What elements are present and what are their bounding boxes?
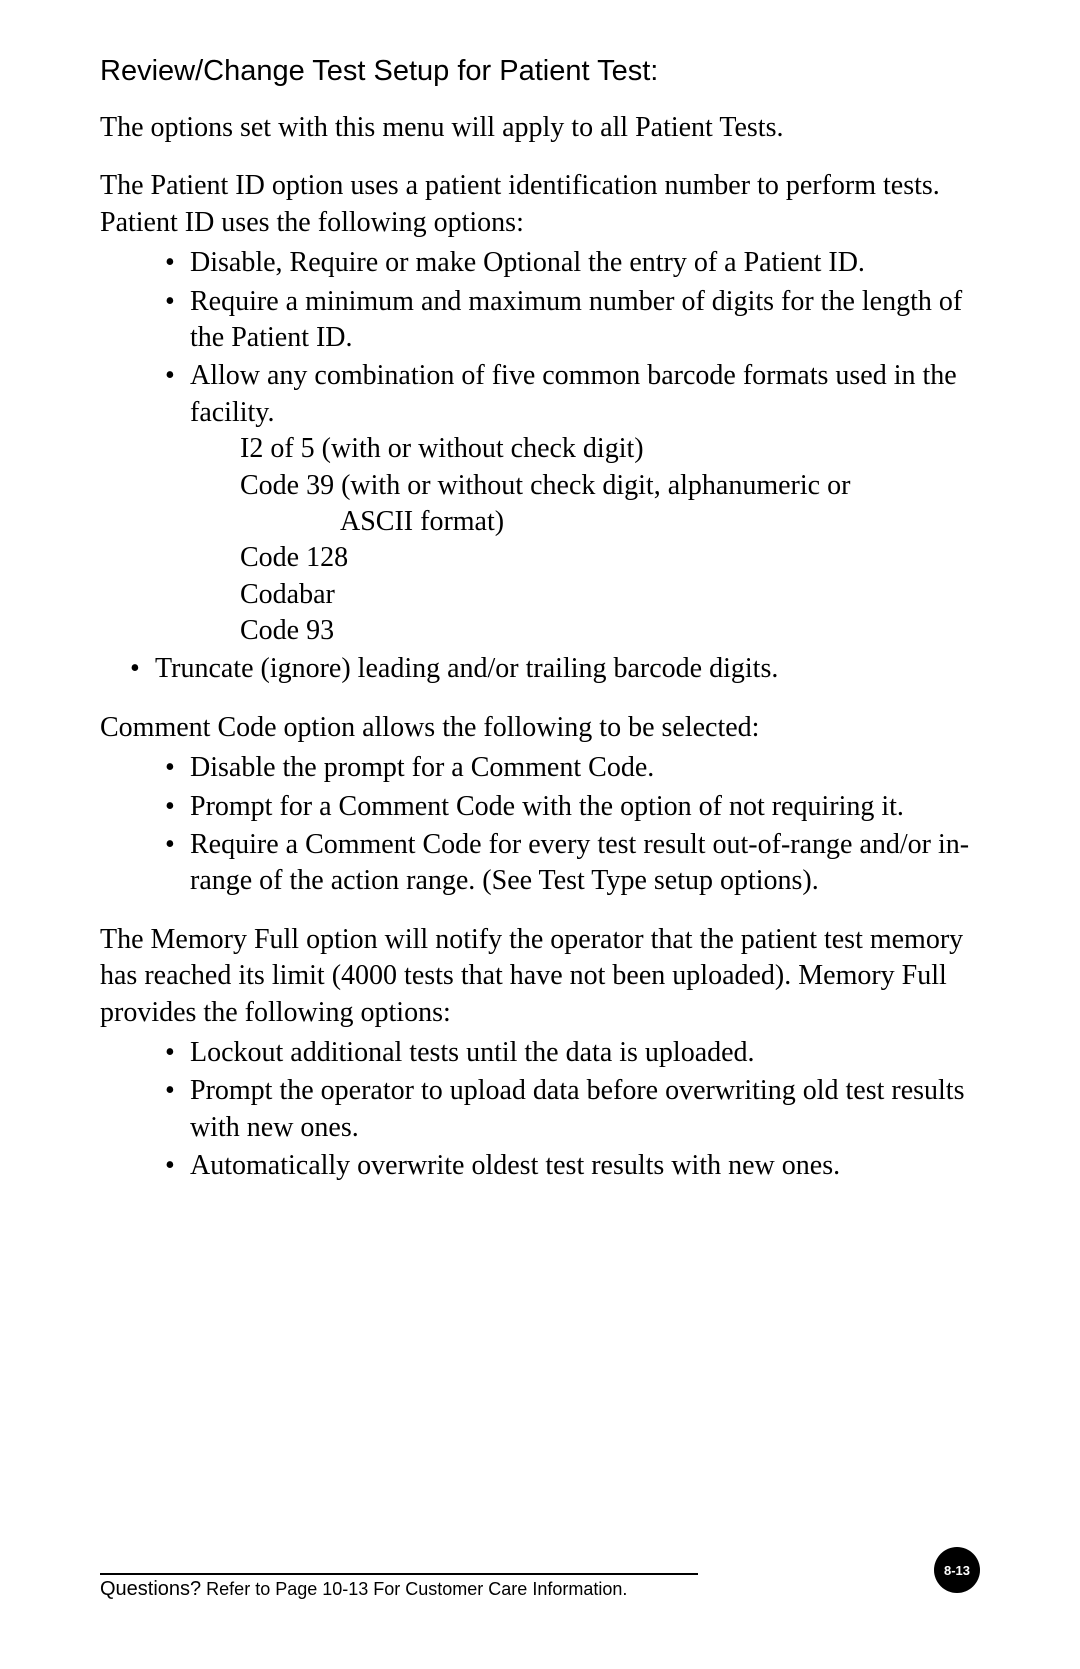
list-item: Lockout additional tests until the data … xyxy=(165,1035,980,1071)
patient-id-paragraph: The Patient ID option uses a patient ide… xyxy=(100,168,980,241)
list-item: Disable, Require or make Optional the en… xyxy=(165,245,980,281)
patient-id-list: Disable, Require or make Optional the en… xyxy=(100,245,980,688)
memory-full-paragraph: The Memory Full option will notify the o… xyxy=(100,922,980,1031)
footer-text: Questions? Refer to Page 10-13 For Custo… xyxy=(100,1578,980,1601)
footer-rule xyxy=(100,1573,698,1575)
list-item: Prompt the operator to upload data befor… xyxy=(165,1073,980,1146)
page-footer: Questions? Refer to Page 10-13 For Custo… xyxy=(100,1573,980,1601)
intro-paragraph: The options set with this menu will appl… xyxy=(100,110,980,146)
barcode-formats-block: I2 of 5 (with or without check digit) Co… xyxy=(190,431,980,649)
memory-full-list: Lockout additional tests until the data … xyxy=(100,1035,980,1185)
list-item: Truncate (ignore) leading and/or trailin… xyxy=(130,651,980,687)
barcode-format: Code 93 xyxy=(240,613,980,649)
barcode-format-cont: ASCII format) xyxy=(240,504,980,540)
barcode-format: Codabar xyxy=(240,577,980,613)
footer-info: Refer to Page 10-13 For Customer Care In… xyxy=(201,1579,627,1599)
barcode-format: Code 39 (with or without check digit, al… xyxy=(240,468,980,504)
barcode-format: I2 of 5 (with or without check digit) xyxy=(240,431,980,467)
section-heading: Review/Change Test Setup for Patient Tes… xyxy=(100,55,980,88)
page-number-badge: 8-13 xyxy=(934,1547,980,1593)
comment-code-paragraph: Comment Code option allows the following… xyxy=(100,710,980,746)
comment-code-list: Disable the prompt for a Comment Code. P… xyxy=(100,750,980,900)
list-item: Automatically overwrite oldest test resu… xyxy=(165,1148,980,1184)
list-item-text: Allow any combination of five common bar… xyxy=(190,360,957,427)
list-item: Allow any combination of five common bar… xyxy=(165,358,980,649)
list-item: Require a minimum and maximum number of … xyxy=(165,284,980,357)
page-number: 8-13 xyxy=(944,1563,970,1578)
list-item: Disable the prompt for a Comment Code. xyxy=(165,750,980,786)
list-item: Require a Comment Code for every test re… xyxy=(165,827,980,900)
barcode-format: Code 128 xyxy=(240,540,980,576)
list-item: Prompt for a Comment Code with the optio… xyxy=(165,789,980,825)
footer-questions: Questions? xyxy=(100,1578,201,1600)
